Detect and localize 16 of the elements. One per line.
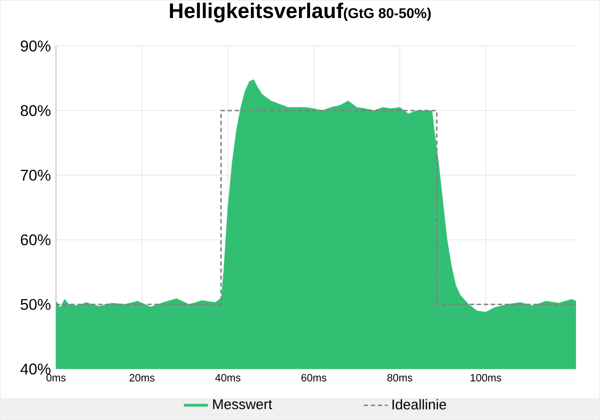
x-tick-label: 40ms — [215, 374, 240, 382]
y-tick-label: 90% — [20, 40, 50, 52]
x-tick-label: 0ms — [46, 374, 66, 382]
legend-label: Ideallinie — [392, 399, 446, 410]
x-tick-label: 80ms — [387, 374, 412, 382]
chart-title: Helligkeitsverlauf — [170, 2, 344, 22]
y-tick-label: 40% — [20, 364, 50, 374]
y-tick-label: 70% — [20, 170, 50, 181]
chart-subtitle: (GtG 80-50%) — [344, 8, 431, 21]
y-tick-label: 50% — [20, 298, 50, 310]
legend-label: Messwert — [213, 399, 272, 410]
y-tick-label: 80% — [20, 105, 50, 116]
x-tick-label: 60ms — [301, 374, 326, 382]
y-tick-label: 60% — [20, 234, 50, 246]
x-tick-label: 20ms — [130, 374, 154, 382]
x-tick-label: 100ms — [470, 374, 502, 382]
